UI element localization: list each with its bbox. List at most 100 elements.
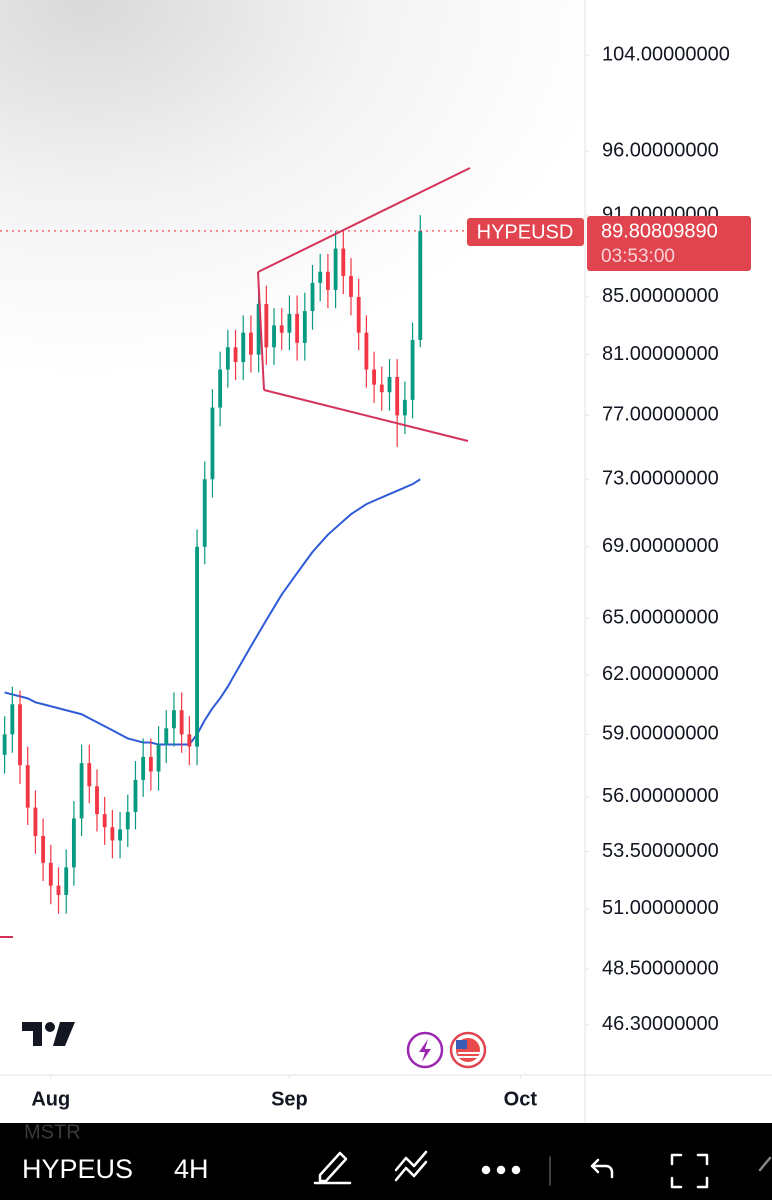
candle-body (110, 827, 115, 841)
candle-body (295, 313, 300, 343)
candle-body (95, 786, 99, 815)
hidden-symbol: MSTR (24, 1121, 81, 1143)
draw-icon[interactable] (313, 1151, 352, 1185)
candle-body (164, 728, 169, 745)
candle-body (187, 734, 192, 747)
candle-body (10, 704, 15, 735)
candle-body (272, 325, 276, 348)
candle-body (179, 710, 184, 735)
candle-body (56, 885, 61, 895)
indicators-icon[interactable] (394, 1150, 428, 1182)
candle-body (387, 377, 392, 393)
candle-body (125, 811, 130, 830)
candle-body (279, 325, 284, 333)
candle-body (79, 763, 84, 819)
candle-body (364, 332, 369, 370)
lower-trendline (263, 389, 469, 442)
x-tick-label: Sep (271, 1088, 308, 1110)
candle-body (264, 303, 269, 348)
candle-body (195, 546, 199, 747)
candle-body (356, 296, 361, 333)
candle-body (148, 756, 153, 772)
tradingview-logo (22, 1022, 75, 1046)
y-tick-label: 69.00000000 (602, 535, 719, 557)
candle-body (318, 271, 323, 283)
candle-body (395, 377, 400, 416)
price-badge (587, 216, 751, 271)
y-tick-label: 104.00000000 (602, 43, 730, 65)
symbol-label: HYPEUSD (477, 221, 574, 243)
toolbar-interval[interactable]: 4H (174, 1154, 209, 1184)
candle-body (233, 347, 238, 363)
countdown-label: 03:53:00 (601, 246, 675, 267)
undo-icon[interactable] (590, 1158, 614, 1179)
candle-body (71, 818, 76, 868)
candle-body (2, 734, 7, 755)
time-axis: Aug Sep Oct (31, 1075, 537, 1110)
candle-body (156, 744, 161, 772)
y-tick-label: 81.00000000 (602, 343, 719, 365)
last-price-label: 89.80809890 (601, 220, 718, 242)
candle-body (64, 867, 69, 895)
candle-body (218, 369, 223, 408)
y-tick-label: 65.00000000 (602, 607, 719, 629)
candle-body (341, 248, 346, 276)
candle-body (256, 303, 261, 355)
candle-body (410, 339, 415, 400)
candle-body (202, 479, 207, 547)
candle-body (418, 231, 423, 340)
candle-body (379, 384, 384, 393)
x-tick-label: Aug (31, 1088, 70, 1110)
toolbar (0, 1123, 772, 1200)
candle-body (333, 248, 338, 290)
candle-body (18, 704, 22, 766)
candle-body (141, 756, 146, 780)
fullscreen-icon[interactable] (670, 1153, 709, 1189)
candle-body (87, 763, 92, 787)
symbol-badge (467, 218, 584, 246)
candle-body (41, 836, 46, 863)
y-tick-label: 56.00000000 (602, 785, 719, 807)
y-tick-label: 62.00000000 (602, 663, 719, 685)
trendlines (257, 167, 471, 442)
x-tick-label: Oct (504, 1088, 538, 1110)
y-tick-label: 48.50000000 (602, 957, 719, 979)
toolbar-icons (313, 1150, 772, 1189)
moving-average-line (4, 478, 421, 746)
candle-body (287, 313, 292, 333)
candle-body (349, 275, 353, 297)
candle-body (33, 807, 38, 837)
candle-body (225, 347, 230, 370)
upper-trendline (257, 167, 471, 273)
candle-body (172, 710, 176, 729)
candle-body (102, 814, 107, 828)
last-price-labels: HYPEUSD 89.80809890 03:53:00 (467, 216, 751, 271)
y-tick-label: 46.30000000 (602, 1013, 719, 1035)
candle-body (241, 332, 246, 363)
left-trendline (257, 271, 265, 391)
y-tick-label: 77.00000000 (602, 404, 719, 426)
candle-body (48, 862, 53, 886)
y-tick-label: 96.00000000 (602, 139, 719, 161)
candle-body (133, 779, 138, 812)
price-axis: 104.0000000096.0000000091.0000000085.000… (585, 43, 730, 1035)
candle-body (325, 271, 330, 290)
candle-body (302, 311, 307, 343)
plot-area (0, 215, 585, 914)
toolbar-symbol[interactable]: HYPEUS (22, 1154, 133, 1184)
candle-body (249, 332, 253, 355)
candle-body (25, 765, 30, 808)
candle-body (402, 399, 407, 416)
candle-body (210, 407, 215, 480)
y-tick-label: 51.00000000 (602, 897, 719, 919)
more-icon[interactable] (481, 1165, 491, 1175)
y-tick-label: 73.00000000 (602, 468, 719, 490)
background-shade (0, 0, 585, 420)
candle-body (118, 829, 123, 841)
y-tick-label: 85.00000000 (602, 285, 719, 307)
y-tick-label: 53.50000000 (602, 840, 719, 862)
y-tick-label: 59.00000000 (602, 723, 719, 745)
event-icons (406, 1031, 487, 1069)
candle-body (310, 282, 315, 312)
